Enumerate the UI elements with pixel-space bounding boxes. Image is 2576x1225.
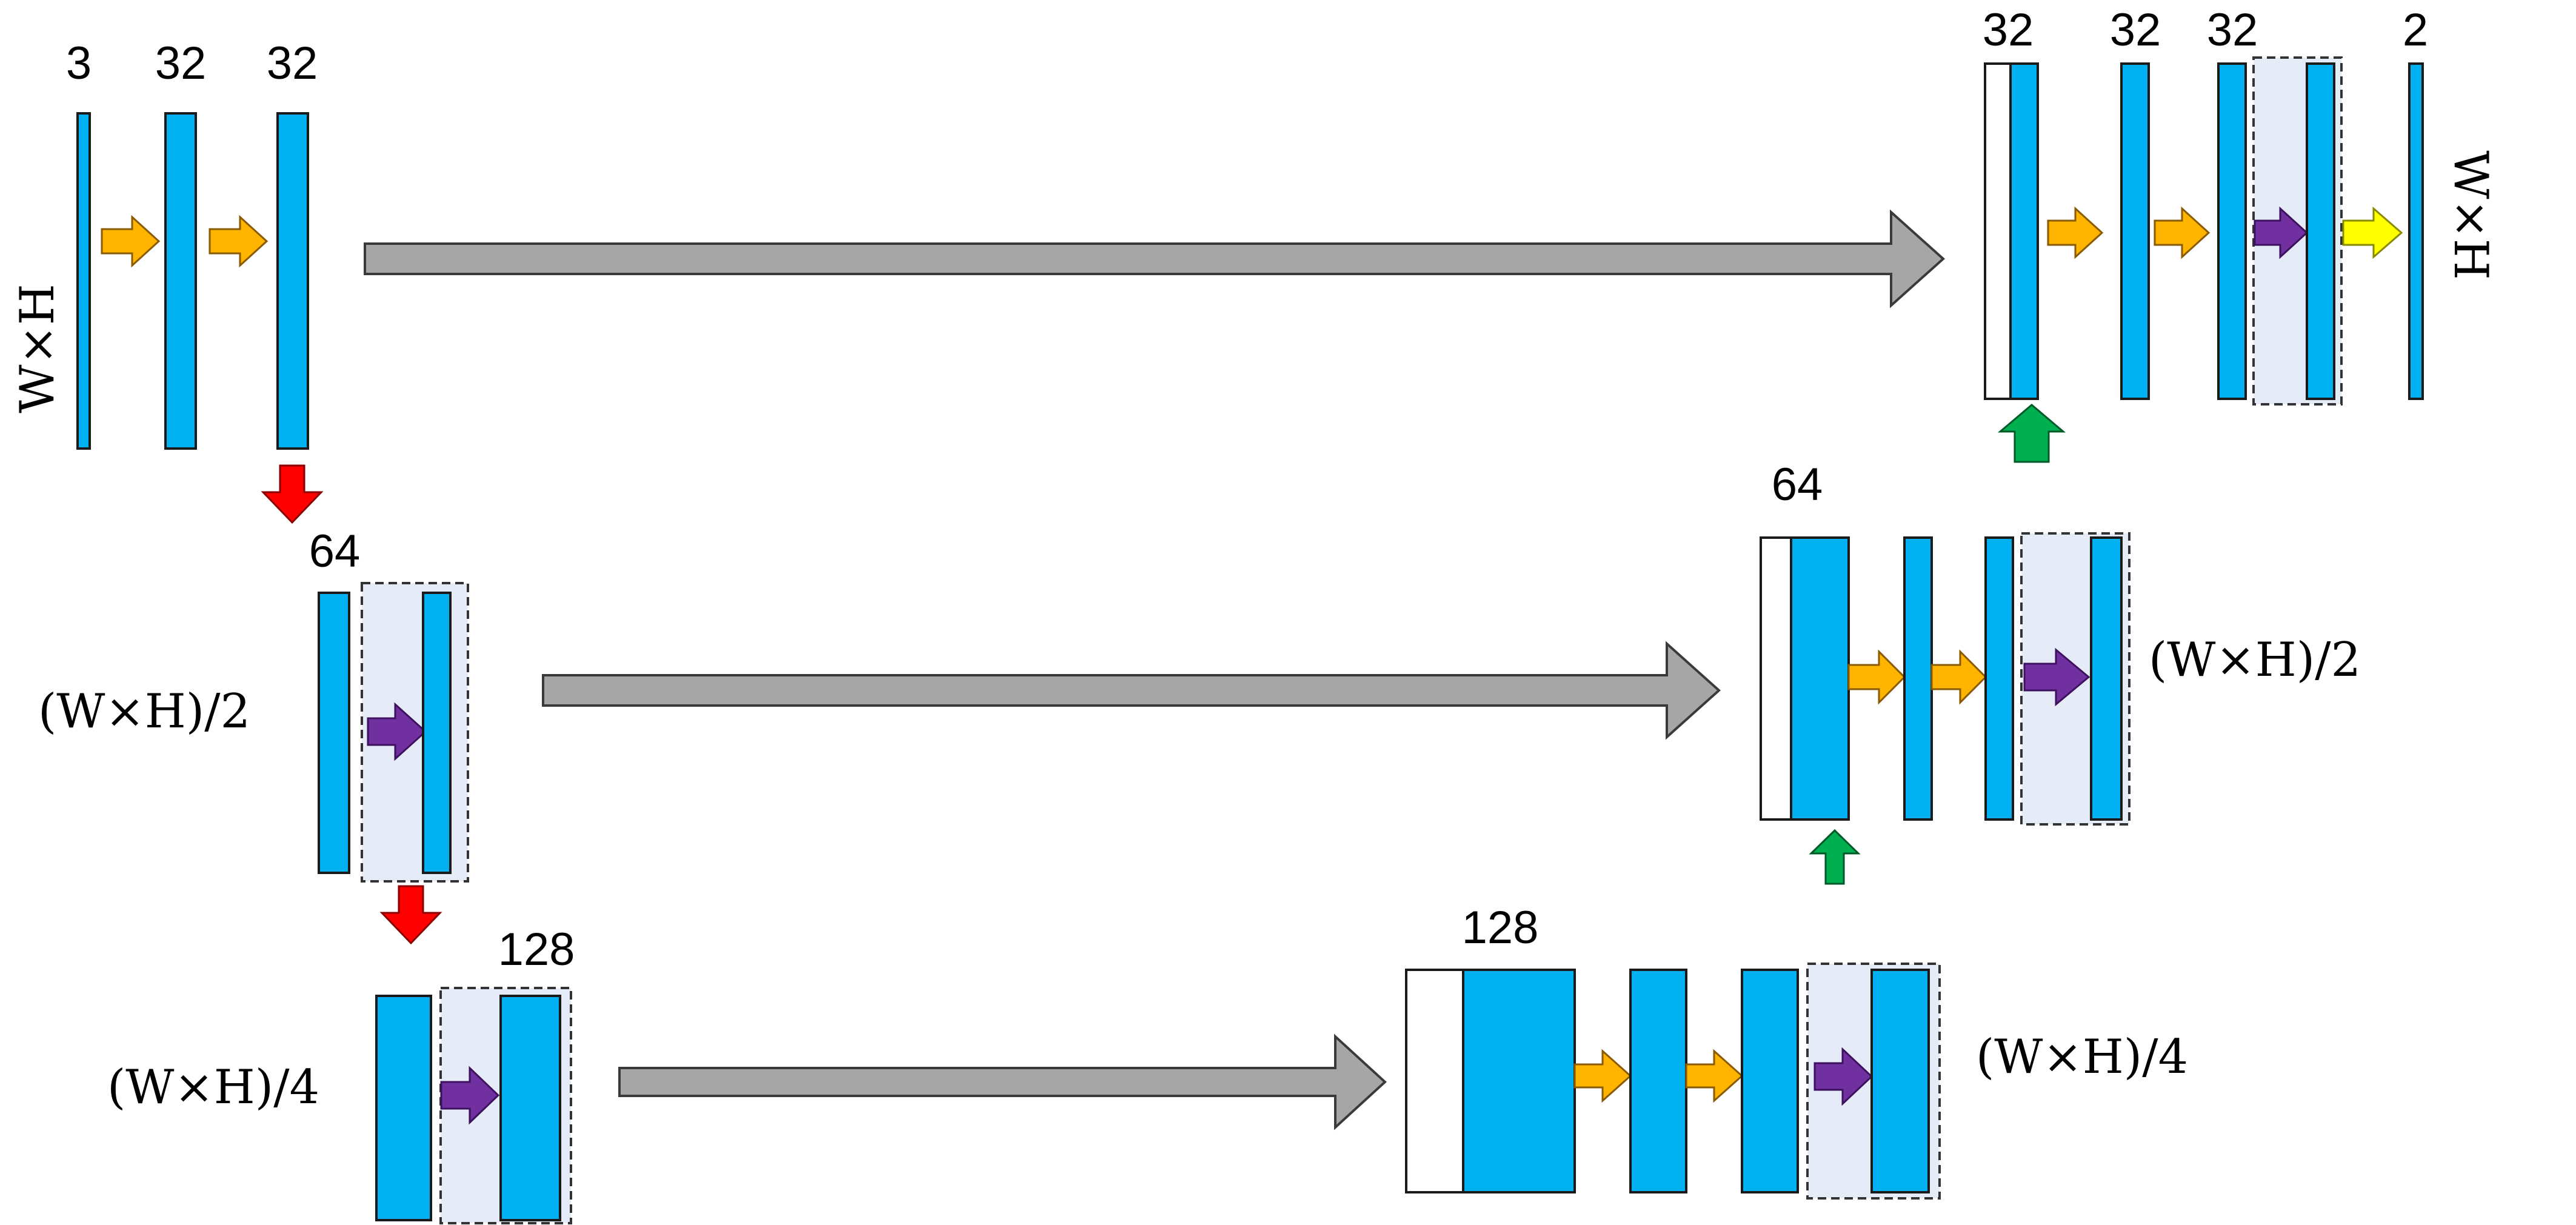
- output-arrow: [2342, 206, 2403, 259]
- channel-label-dec1-c: 32: [2207, 4, 2258, 56]
- feature-map-dec1-a: [2009, 62, 2039, 400]
- conv-arrow: [101, 215, 161, 268]
- channel-label-dec1-a: 32: [1983, 4, 2034, 56]
- feature-map-dec1-residual: [2306, 62, 2335, 400]
- downsample-arrow: [261, 464, 324, 524]
- feature-map-input: [76, 112, 91, 450]
- feature-map-dec1-b: [2120, 62, 2150, 400]
- feature-map-dec1-c: [2217, 62, 2247, 400]
- feature-map-dec3-b: [1629, 969, 1687, 1193]
- resolution-label-level3-right: (W×H)/4: [1976, 1030, 2188, 1084]
- skip-connection-level3: [618, 1033, 1387, 1130]
- channel-label-dec2: 64: [1772, 459, 1823, 510]
- downsample-arrow: [379, 885, 442, 945]
- concat-block-level2: [1760, 536, 1792, 821]
- feature-map-dec2-residual: [2090, 536, 2123, 821]
- residual-arrow: [367, 702, 427, 761]
- conv-arrow: [1847, 649, 1906, 705]
- channel-label-input: 3: [66, 38, 92, 89]
- residual-arrow: [1814, 1047, 1874, 1106]
- conv-arrow: [1685, 1049, 1744, 1103]
- channel-label-dec3: 128: [1462, 902, 1539, 953]
- feature-map-enc3-residual: [499, 995, 561, 1221]
- conv-arrow: [2154, 206, 2211, 259]
- upsample-arrow: [1997, 404, 2066, 463]
- channel-label-enc1-a: 32: [155, 38, 207, 89]
- residual-arrow: [2254, 206, 2309, 259]
- resolution-label-level2-right: (W×H)/2: [2149, 633, 2361, 687]
- residual-arrow: [2023, 647, 2090, 707]
- conv-arrow: [209, 215, 269, 268]
- conv-arrow: [1930, 649, 1987, 705]
- conv-arrow: [1573, 1049, 1632, 1103]
- feature-map-enc1-a: [164, 112, 197, 450]
- feature-map-output: [2408, 62, 2424, 400]
- channel-label-dec1-b: 32: [2110, 4, 2161, 56]
- channel-label-output: 2: [2403, 4, 2428, 56]
- concat-block-level3: [1405, 969, 1464, 1193]
- feature-map-enc2-residual: [422, 592, 452, 874]
- skip-connection-level2: [542, 641, 1721, 740]
- feature-map-enc2: [318, 592, 350, 874]
- feature-map-dec2-a: [1790, 536, 1850, 821]
- channel-label-enc1-b: 32: [267, 38, 318, 89]
- channel-label-enc3: 128: [498, 924, 575, 975]
- feature-map-dec3-residual: [1870, 969, 1930, 1193]
- resolution-label-level2-left: (W×H)/2: [38, 684, 250, 739]
- feature-map-dec3-c: [1741, 969, 1799, 1193]
- feature-map-dec2-b: [1903, 536, 1933, 821]
- channel-label-enc2: 64: [309, 526, 361, 577]
- resolution-label-level3-left: (W×H)/4: [107, 1060, 319, 1115]
- concat-block-level1: [1984, 62, 2012, 400]
- feature-map-dec2-c: [1984, 536, 2014, 821]
- feature-map-dec3-a: [1462, 969, 1576, 1193]
- feature-map-enc1-b: [276, 112, 309, 450]
- residual-arrow: [440, 1066, 500, 1125]
- upsample-arrow: [1809, 829, 1861, 885]
- skip-connection-level1: [364, 209, 1945, 309]
- conv-arrow: [2047, 206, 2104, 259]
- feature-map-enc3: [375, 995, 432, 1221]
- resolution-label-level1-right: W×H: [2443, 150, 2498, 280]
- resolution-label-level1-left: W×H: [10, 284, 65, 413]
